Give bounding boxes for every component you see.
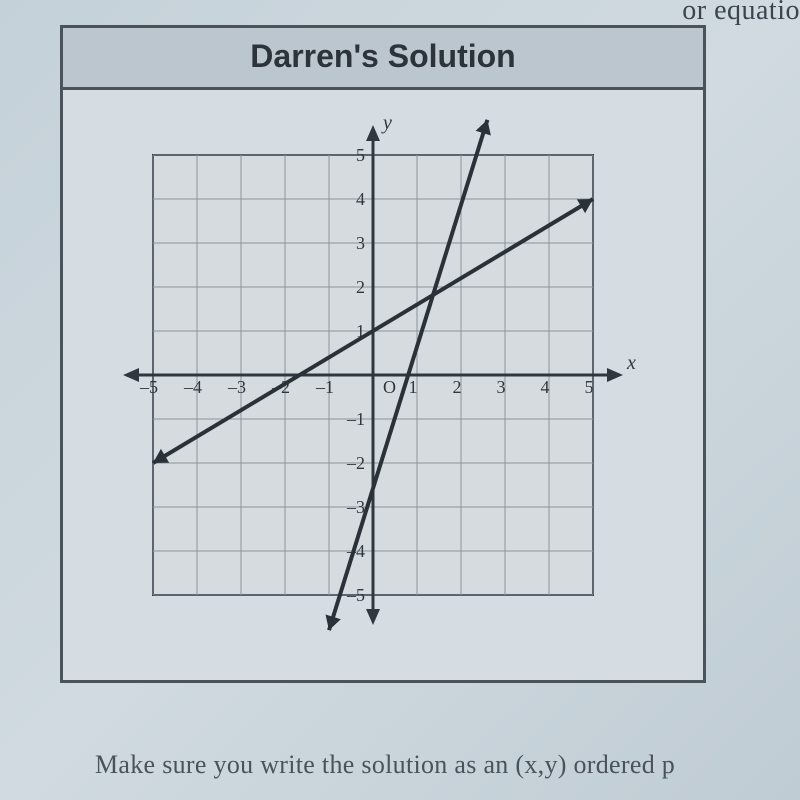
coordinate-graph: –5–4–3–2–112345–5–4–3–2–112345Oxy <box>123 115 643 645</box>
page-bottom-fragment: Make sure you write the solution as an (… <box>95 750 675 780</box>
svg-text:–3: –3 <box>227 377 246 397</box>
svg-text:–3: –3 <box>346 497 365 517</box>
svg-text:2: 2 <box>356 277 365 297</box>
svg-text:x: x <box>626 352 636 374</box>
svg-text:–4: –4 <box>183 377 202 397</box>
svg-text:y: y <box>381 115 392 134</box>
svg-text:3: 3 <box>356 233 365 253</box>
table-title: Darren's Solution <box>63 28 703 90</box>
svg-text:4: 4 <box>541 377 550 397</box>
svg-text:O: O <box>383 377 396 397</box>
page-top-fragment: or equatio <box>682 0 800 27</box>
svg-text:–1: –1 <box>315 377 334 397</box>
svg-text:3: 3 <box>497 377 506 397</box>
svg-text:4: 4 <box>356 189 365 209</box>
svg-text:1: 1 <box>409 377 418 397</box>
svg-text:–2: –2 <box>346 453 365 473</box>
svg-text:–1: –1 <box>346 409 365 429</box>
svg-text:5: 5 <box>585 377 594 397</box>
svg-text:2: 2 <box>453 377 462 397</box>
svg-text:–5: –5 <box>346 585 365 605</box>
chart-cell: –5–4–3–2–112345–5–4–3–2–112345Oxy <box>63 90 703 680</box>
solution-table: Darren's Solution –5–4–3–2–112345–5–4–3–… <box>60 25 706 683</box>
svg-text:–5: –5 <box>139 377 158 397</box>
svg-text:5: 5 <box>356 145 365 165</box>
